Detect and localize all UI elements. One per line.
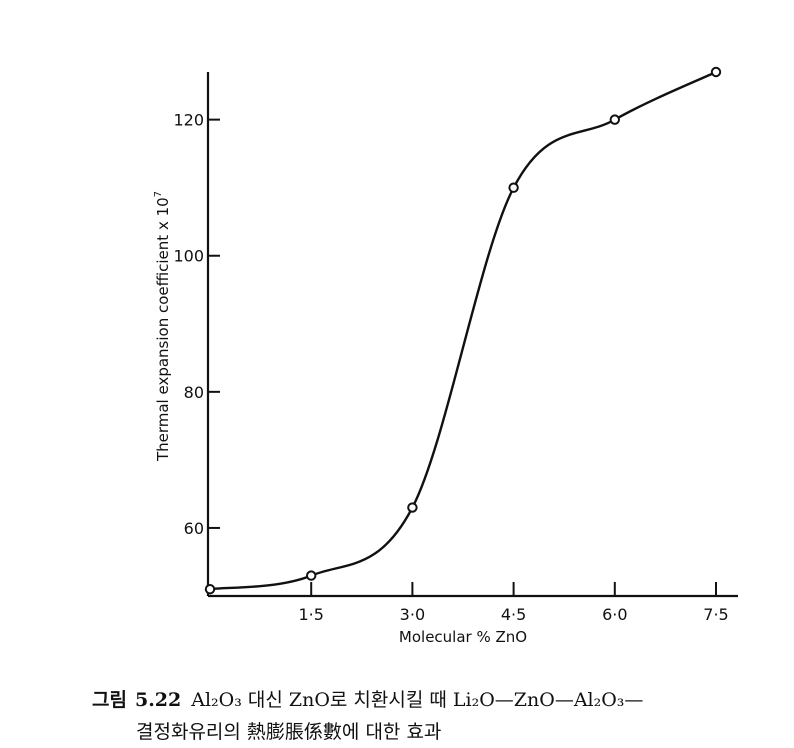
y-axis-title-exponent: 7	[153, 191, 164, 197]
x-tick-label: 7·5	[703, 605, 728, 624]
chart: 60 80 100 120 1·5 3·0 4·5 6·0 7·5 Molecular % Z…	[153, 66, 738, 646]
series-curve	[209, 70, 717, 591]
data-point	[609, 114, 620, 125]
x-tick-label: 4·5	[501, 605, 526, 624]
data-point	[204, 583, 216, 595]
caption-figure-number: 5.22	[134, 689, 182, 711]
y-ticks: 60 80 100 120	[173, 111, 220, 538]
data-point	[407, 502, 418, 513]
figure-caption: 그림 5.22 Al₂O₃ 대신 ZnO로 치환시킬 때 Li₂O—ZnO—Al₂O…	[92, 684, 792, 748]
y-tick-label: 60	[184, 519, 204, 538]
y-tick-label: 80	[184, 383, 204, 402]
caption-text-line-1: Al₂O₃ 대신 ZnO로 치환시킬 때 Li₂O—ZnO—Al₂O₃—	[191, 689, 644, 711]
data-point	[710, 66, 722, 78]
y-tick-label: 100	[173, 247, 204, 266]
caption-text-line-2: 결정화유리의 熱膨脹係數에 대한 효과	[136, 721, 442, 743]
caption-figure-label: 그림	[92, 689, 127, 711]
y-tick-label: 120	[173, 111, 204, 130]
x-axis-title: Molecular % ZnO	[399, 628, 527, 646]
x-ticks: 1·5 3·0 4·5 6·0 7·5	[298, 582, 729, 624]
x-tick-label: 6·0	[602, 605, 627, 624]
caption-line-2: 결정화유리의 熱膨脹係數에 대한 효과	[92, 716, 792, 748]
data-point	[508, 182, 519, 193]
data-point	[306, 570, 317, 581]
data-points	[204, 66, 722, 595]
y-axis-title-main: Thermal expansion coefficient x 10	[154, 197, 172, 462]
y-axis-title: Thermal expansion coefficient x 107	[153, 191, 172, 462]
caption-line-1: 그림 5.22 Al₂O₃ 대신 ZnO로 치환시킬 때 Li₂O—ZnO—Al₂O…	[92, 684, 792, 716]
x-tick-label: 3·0	[400, 605, 425, 624]
x-tick-label: 1·5	[298, 605, 323, 624]
